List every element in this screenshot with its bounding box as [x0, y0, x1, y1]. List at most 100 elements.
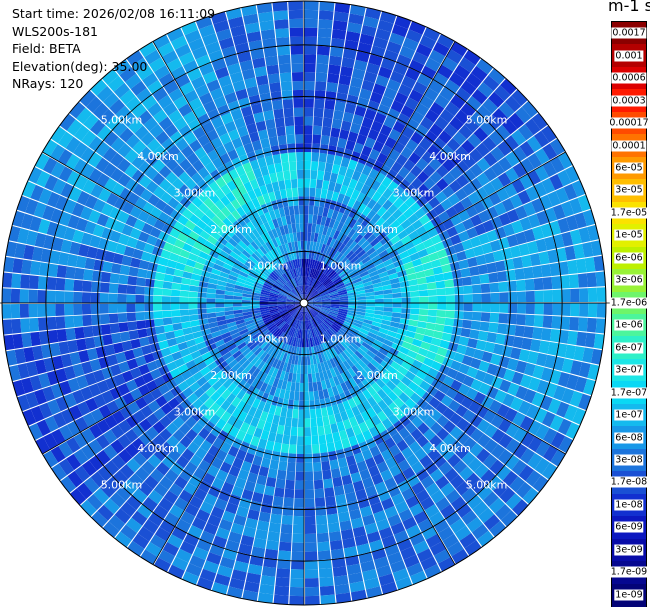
- ray-gate: [472, 303, 482, 312]
- ray-gate: [237, 469, 250, 481]
- ray-gate: [304, 36, 317, 46]
- ray-gate: [435, 402, 448, 415]
- ray-gate: [119, 331, 131, 342]
- ray-gate: [199, 62, 215, 76]
- ray-gate: [416, 277, 427, 285]
- ray-gate: [246, 200, 256, 211]
- ray-gate: [304, 1, 319, 11]
- ray-gate: [153, 303, 163, 311]
- ray-gate: [150, 534, 167, 550]
- ray-gate: [316, 381, 323, 391]
- ray-gate: [278, 321, 287, 330]
- ray-gate: [339, 466, 350, 477]
- ray-gate: [371, 473, 384, 486]
- ray-gate: [142, 392, 156, 405]
- ray-gate: [295, 382, 300, 392]
- colorbar-label: 0.00017: [608, 117, 650, 129]
- ray-gate: [280, 523, 293, 534]
- ray-gate: [370, 237, 380, 247]
- ray-gate: [426, 209, 438, 221]
- ray-gate: [291, 278, 297, 288]
- ray-gate: [269, 325, 278, 333]
- ray-gate: [233, 514, 247, 527]
- ray-gate: [161, 223, 173, 235]
- ray-gate: [214, 258, 225, 267]
- ray-gate: [312, 134, 322, 144]
- ray-gate: [494, 503, 512, 521]
- ring-label: 5.00km: [466, 479, 508, 492]
- ray-gate: [424, 109, 440, 123]
- ray-gate: [225, 473, 238, 486]
- ray-gate: [397, 229, 409, 240]
- ray-gate: [256, 2, 273, 14]
- ray-gate: [56, 264, 67, 278]
- ray-gate: [454, 109, 470, 125]
- ray-gate: [138, 175, 152, 189]
- ray-gate: [166, 27, 184, 42]
- ray-gate: [455, 481, 471, 496]
- ray-gate: [335, 282, 345, 289]
- ray-gate: [291, 327, 296, 337]
- ray-gate: [415, 158, 429, 171]
- ray-gate: [198, 250, 209, 260]
- ray-gate: [367, 128, 380, 141]
- ray-gate: [378, 249, 389, 259]
- ray-gate: [179, 249, 191, 259]
- ray-gate: [419, 95, 434, 109]
- ray-gate: [186, 152, 200, 165]
- ray-gate: [264, 364, 272, 375]
- ray-gate: [284, 116, 295, 127]
- ray-gate: [557, 418, 572, 436]
- ray-gate: [249, 159, 260, 171]
- ray-gate: [251, 344, 261, 354]
- ray-gate: [287, 296, 296, 301]
- ray-gate: [304, 9, 319, 20]
- ray-gate: [198, 480, 212, 493]
- ray-gate: [419, 231, 431, 243]
- ray-gate: [561, 303, 571, 316]
- ray-gate: [109, 386, 122, 400]
- ray-gate: [285, 215, 292, 225]
- ray-gate: [286, 297, 296, 301]
- ray-gate: [361, 145, 373, 157]
- ray-gate: [235, 429, 247, 441]
- ray-gate: [422, 357, 434, 368]
- ray-gate: [214, 573, 231, 587]
- ray-gate: [147, 262, 159, 272]
- ray-gate: [393, 62, 408, 76]
- ray-gate: [268, 323, 277, 331]
- ray-gate: [422, 335, 433, 344]
- ray-gate: [333, 11, 349, 23]
- ray-gate: [535, 423, 550, 440]
- ray-gate: [514, 268, 525, 280]
- ray-gate: [192, 159, 205, 172]
- ray-gate: [445, 206, 458, 219]
- ray-gate: [183, 532, 200, 547]
- ray-gate: [327, 387, 335, 398]
- ray-gate: [287, 372, 293, 382]
- ray-gate: [242, 308, 252, 313]
- ray-gate: [415, 353, 426, 364]
- ray-gate: [337, 312, 347, 317]
- ray-gate: [318, 334, 325, 344]
- ray-gate: [312, 303, 322, 306]
- ray-gate: [551, 316, 562, 329]
- ray-gate: [360, 274, 371, 281]
- ray-gate: [339, 520, 353, 531]
- ray-gate: [250, 305, 260, 309]
- ray-gate: [271, 326, 279, 335]
- ray-gate: [292, 524, 304, 534]
- ray-gate: [357, 382, 367, 393]
- ray-gate: [301, 285, 304, 295]
- ray-gate: [449, 72, 466, 87]
- ray-gate: [69, 351, 81, 366]
- ray-gate: [262, 342, 271, 352]
- ray-gate: [58, 341, 70, 355]
- ray-gate: [317, 425, 325, 436]
- ray-gate: [320, 322, 328, 331]
- scan-info: Start time: 2026/02/08 16:11:09 WLS200s-1…: [12, 5, 215, 93]
- ray-gate: [281, 352, 288, 363]
- ray-gate: [8, 364, 21, 382]
- ray-gate: [173, 221, 185, 232]
- ray-gate: [342, 176, 352, 187]
